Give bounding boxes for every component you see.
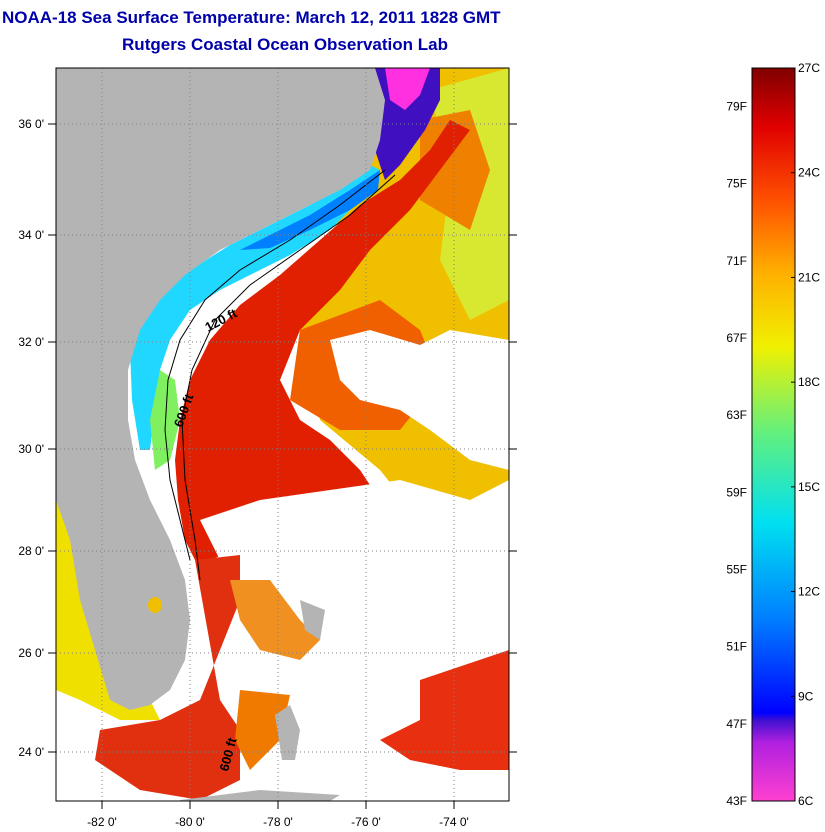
colorbar-f-label: 59F (726, 485, 747, 499)
colorbar-c-label: 18C (798, 375, 820, 389)
colorbar-f-label: 63F (726, 408, 747, 422)
sst-magenta-core (385, 68, 430, 110)
lon-label: -80 0' (175, 815, 205, 829)
colorbar-c-label: 6C (798, 794, 814, 808)
colorbar-f-label: 47F (726, 717, 747, 731)
sst-bahamas-orange (235, 690, 290, 770)
lat-label: 34 0' (18, 228, 44, 242)
colorbar-f-label: 51F (726, 640, 747, 654)
lat-label: 26 0' (18, 646, 44, 660)
colorbar-c-label: 15C (798, 480, 820, 494)
lon-label: -76 0' (351, 815, 381, 829)
colorbar-f-label: 71F (726, 254, 747, 268)
cloud-patch-2 (200, 480, 509, 670)
sst-green-nearshore (150, 370, 180, 470)
lat-label: 30 0' (18, 442, 44, 456)
longitude-labels: -82 0' -80 0' -78 0' -76 0' -74 0' (87, 815, 469, 829)
colorbar-f-label: 75F (726, 177, 747, 191)
sst-bahama-bank (230, 580, 320, 660)
sst-nearshore-cool-band (130, 165, 380, 450)
lat-label: 32 0' (18, 335, 44, 349)
colorbar-f-label: 43F (726, 794, 747, 808)
land-abaco-island (300, 600, 325, 640)
contour-120ft (164, 169, 386, 561)
colorbar-c-label: 12C (798, 585, 820, 599)
colorbar-fahrenheit-labels: 79F 75F 71F 67F 63F 59F 55F 51F 47F 43F (726, 100, 747, 808)
cloud-patch-1 (330, 330, 509, 470)
map-subtitle: Rutgers Coastal Ocean Observation Lab (122, 35, 448, 54)
land-andros-island (275, 705, 300, 760)
sst-south-east-red (380, 650, 509, 770)
latitude-labels: 36 0' 34 0' 32 0' 30 0' 28 0' 26 0' 24 0… (18, 117, 44, 759)
axis-ticks (48, 123, 517, 809)
lon-label: -78 0' (263, 815, 293, 829)
lon-label: -74 0' (439, 815, 469, 829)
land-us-east-coast (56, 68, 385, 710)
lat-label: 24 0' (18, 745, 44, 759)
map-frame (55, 67, 510, 802)
colorbar-f-label: 55F (726, 563, 747, 577)
colorbar-c-label: 27C (798, 61, 820, 75)
lat-label: 36 0' (18, 117, 44, 131)
contour-600ft (181, 174, 396, 581)
lat-label: 28 0' (18, 544, 44, 558)
colorbar-ticks (791, 67, 795, 802)
map-panel (56, 68, 509, 801)
sst-florida-straits (95, 555, 240, 800)
colorbar-c-label: 21C (798, 270, 820, 284)
map-title: NOAA-18 Sea Surface Temperature: March 1… (2, 8, 501, 27)
colorbar-celsius-labels: 27C 24C 21C 18C 15C 12C 9C 6C (798, 61, 820, 808)
land-cuba (180, 790, 340, 801)
colorbar-c-label: 24C (798, 166, 820, 180)
colorbar-f-label: 67F (726, 331, 747, 345)
colorbar-f-label: 79F (726, 100, 747, 114)
colorbar-c-label: 9C (798, 689, 814, 703)
lon-label: -82 0' (87, 815, 117, 829)
colorbar (751, 67, 796, 802)
lake-okeechobee (148, 597, 162, 613)
sst-gulf-stream (175, 120, 470, 560)
